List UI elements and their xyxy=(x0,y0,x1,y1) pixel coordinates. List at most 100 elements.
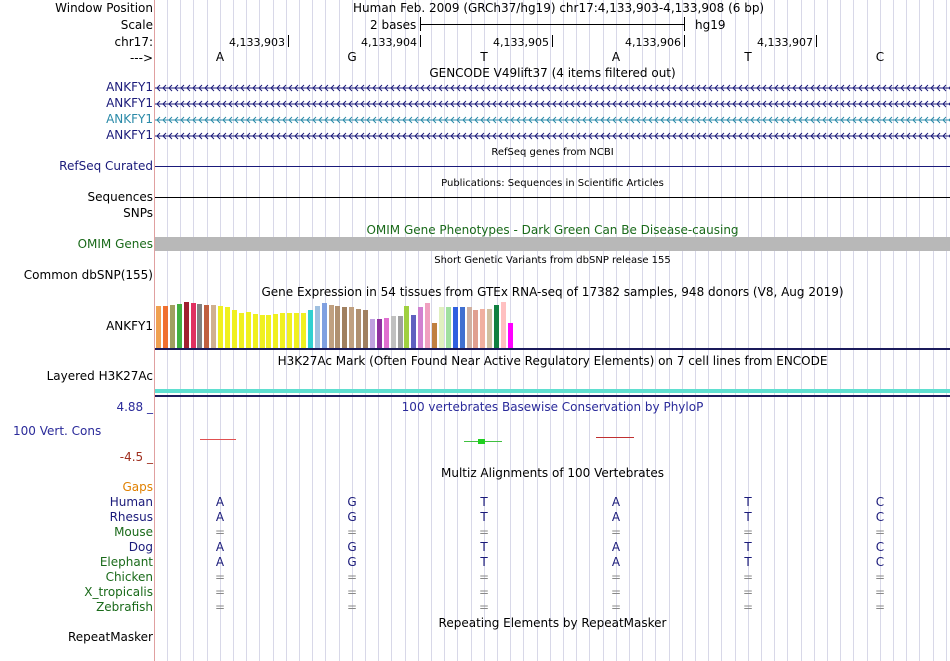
gtex-tissue-bar[interactable] xyxy=(300,313,306,348)
gtex-tissue-bar[interactable] xyxy=(452,307,458,348)
gencode-item-label[interactable]: ANKFY1 xyxy=(106,96,153,110)
gtex-tissue-bar[interactable] xyxy=(266,315,272,348)
gtex-tissue-bar[interactable] xyxy=(162,306,168,348)
gtex-tissue-bar[interactable] xyxy=(169,305,175,348)
gtex-tissue-bar[interactable] xyxy=(280,313,286,348)
multiz-base: = xyxy=(610,585,622,599)
h3k27ac-track-title[interactable]: H3K27Ac Mark (Often Found Near Active Re… xyxy=(277,354,828,368)
gtex-tissue-bar[interactable] xyxy=(480,309,486,348)
multiz-base: T xyxy=(480,555,488,569)
multiz-base: A xyxy=(611,555,621,569)
h3k27ac-label[interactable]: Layered H3K27Ac xyxy=(46,369,153,383)
gtex-tissue-bar[interactable] xyxy=(425,303,431,348)
snps-label[interactable]: SNPs xyxy=(123,206,153,220)
phylop-signal-peak xyxy=(478,439,485,444)
multiz-species-label[interactable]: Elephant xyxy=(99,555,153,569)
multiz-species-label[interactable]: Dog xyxy=(128,540,153,554)
multiz-species-label[interactable]: X_tropicalis xyxy=(84,585,153,599)
gtex-tissue-bar[interactable] xyxy=(328,305,334,348)
multiz-base: A xyxy=(215,540,225,554)
omim-track-title[interactable]: OMIM Gene Phenotypes - Dark Green Can Be… xyxy=(366,223,739,237)
gtex-tissue-bar[interactable] xyxy=(397,316,403,348)
dbsnp-label[interactable]: Common dbSNP(155) xyxy=(23,268,153,282)
scale-bar xyxy=(420,24,684,25)
grid-line xyxy=(550,0,551,661)
gtex-tissue-bar[interactable] xyxy=(342,307,348,348)
multiz-species-label[interactable]: Rhesus xyxy=(109,510,153,524)
gtex-tissue-bar[interactable] xyxy=(218,306,224,348)
gtex-tissue-bar[interactable] xyxy=(369,319,375,348)
gtex-tissue-bar[interactable] xyxy=(363,310,368,348)
refseq-label[interactable]: RefSeq Curated xyxy=(59,159,153,173)
position-tick xyxy=(816,35,817,47)
gtex-tissue-bar[interactable] xyxy=(349,307,355,348)
dbsnp-track-title[interactable]: Short Genetic Variants from dbSNP releas… xyxy=(434,255,671,266)
phylop-track-title[interactable]: 100 vertebrates Basewise Conservation by… xyxy=(401,400,704,414)
omim-feature-bar[interactable] xyxy=(155,237,950,251)
gencode-item-label[interactable]: ANKFY1 xyxy=(106,112,153,126)
multiz-species-label[interactable]: Chicken xyxy=(105,570,153,584)
gtex-tissue-bar[interactable] xyxy=(287,313,293,348)
gtex-tissue-bar[interactable] xyxy=(273,314,279,348)
multiz-track-title[interactable]: Multiz Alignments of 100 Vertebrates xyxy=(440,466,665,480)
gtex-tissue-bar[interactable] xyxy=(383,318,389,348)
multiz-base: T xyxy=(480,540,488,554)
gtex-tissue-bar[interactable] xyxy=(445,307,451,348)
grid-line xyxy=(563,0,564,661)
gencode-item-label[interactable]: ANKFY1 xyxy=(106,80,153,94)
gtex-tissue-bar[interactable] xyxy=(204,305,210,348)
gtex-tissue-bar[interactable] xyxy=(176,304,182,348)
pubs-track-title[interactable]: Publications: Sequences in Scientific Ar… xyxy=(441,178,664,189)
gtex-barchart[interactable] xyxy=(155,300,555,348)
gencode-transcripts[interactable] xyxy=(155,80,950,144)
grid-line xyxy=(761,0,762,661)
refseq-track-title[interactable]: RefSeq genes from NCBI xyxy=(491,147,614,158)
gtex-tissue-bar[interactable] xyxy=(321,303,327,348)
phylop-label[interactable]: 100 Vert. Cons xyxy=(13,424,102,438)
gencode-item-label[interactable]: ANKFY1 xyxy=(106,128,153,142)
pubs-label[interactable]: Sequences xyxy=(87,190,153,204)
gtex-tissue-bar[interactable] xyxy=(190,303,196,348)
gtex-tissue-bar[interactable] xyxy=(466,307,472,348)
multiz-base: = xyxy=(346,600,358,614)
gtex-label[interactable]: ANKFY1 xyxy=(106,319,153,333)
gtex-tissue-bar[interactable] xyxy=(438,307,444,348)
gtex-tissue-bar[interactable] xyxy=(225,307,230,348)
gtex-tissue-bar[interactable] xyxy=(238,313,244,348)
gtex-tissue-bar[interactable] xyxy=(156,306,161,348)
gtex-tissue-bar[interactable] xyxy=(307,310,313,348)
gtex-tissue-bar[interactable] xyxy=(183,302,189,348)
gtex-tissue-bar[interactable] xyxy=(411,315,417,348)
gtex-tissue-bar[interactable] xyxy=(459,307,465,348)
gtex-tissue-bar[interactable] xyxy=(314,306,320,348)
gtex-tissue-bar[interactable] xyxy=(418,307,424,348)
gtex-tissue-bar[interactable] xyxy=(335,306,341,348)
gtex-tissue-bar[interactable] xyxy=(404,306,410,348)
gtex-tissue-bar[interactable] xyxy=(356,309,362,348)
repeatmasker-label[interactable]: RepeatMasker xyxy=(67,630,153,644)
gtex-tissue-bar[interactable] xyxy=(432,323,437,348)
gtex-tissue-bar[interactable] xyxy=(245,312,251,348)
gtex-track-title[interactable]: Gene Expression in 54 tissues from GTEx … xyxy=(261,285,844,299)
grid-line xyxy=(774,0,775,661)
gtex-tissue-bar[interactable] xyxy=(197,304,203,348)
gtex-tissue-bar[interactable] xyxy=(211,305,217,348)
omim-label[interactable]: OMIM Genes xyxy=(77,237,153,251)
gtex-tissue-bar[interactable] xyxy=(231,310,237,348)
gtex-tissue-bar[interactable] xyxy=(473,310,479,348)
gtex-tissue-bar[interactable] xyxy=(390,316,396,348)
gtex-tissue-bar[interactable] xyxy=(487,309,493,348)
gtex-tissue-bar[interactable] xyxy=(294,313,299,348)
repeatmasker-track-title[interactable]: Repeating Elements by RepeatMasker xyxy=(438,616,667,630)
gencode-track-title[interactable]: GENCODE V49lift37 (4 items filtered out) xyxy=(429,66,676,80)
phylop-signal xyxy=(200,439,236,440)
gtex-tissue-bar[interactable] xyxy=(507,323,513,348)
gtex-tissue-bar[interactable] xyxy=(259,315,265,348)
multiz-species-label[interactable]: Human xyxy=(109,495,153,509)
multiz-species-label[interactable]: Zebrafish xyxy=(96,600,153,614)
multiz-species-label[interactable]: Mouse xyxy=(114,525,153,539)
gtex-tissue-bar[interactable] xyxy=(252,314,258,348)
gtex-tissue-bar[interactable] xyxy=(501,302,506,348)
gtex-tissue-bar[interactable] xyxy=(494,305,500,348)
gtex-tissue-bar[interactable] xyxy=(376,319,382,348)
